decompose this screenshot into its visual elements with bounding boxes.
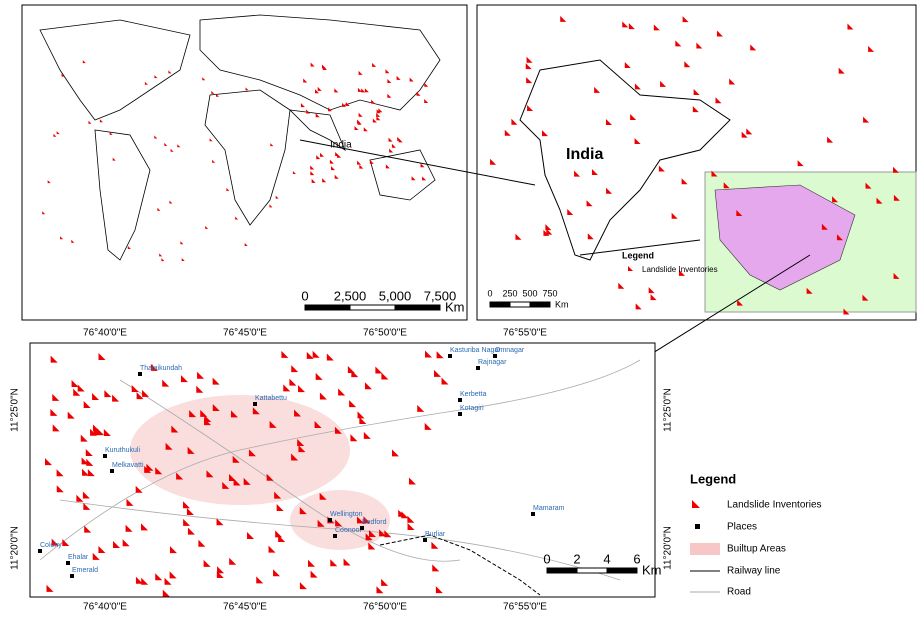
scale-label: 250 bbox=[502, 288, 517, 298]
place-label: India bbox=[330, 140, 352, 151]
place-label: Omnagar bbox=[495, 347, 525, 354]
figure: India02,5005,0007,500KmIndiaLegendLandsl… bbox=[0, 0, 918, 618]
india-label: India bbox=[566, 146, 603, 163]
place-marker bbox=[458, 398, 462, 402]
place-label: Kasturiba Nagar bbox=[450, 347, 501, 354]
place-label: Kattabettu bbox=[255, 395, 287, 402]
place-marker bbox=[531, 512, 535, 516]
place-label: Bedford bbox=[362, 519, 387, 526]
place-marker bbox=[360, 526, 364, 530]
place-label: Kuruthukuli bbox=[105, 447, 140, 454]
legend-item: Road bbox=[727, 587, 751, 598]
scale-label: 0 bbox=[487, 288, 492, 298]
scale-label: 750 bbox=[542, 288, 557, 298]
scale-label: 500 bbox=[522, 288, 537, 298]
place-label: Thalaikundah bbox=[140, 365, 182, 372]
legend-title: Legend bbox=[622, 250, 654, 260]
scale-label: 2 bbox=[573, 551, 580, 566]
legend-item: Places bbox=[727, 522, 757, 533]
place-label: Coonoor bbox=[335, 527, 363, 534]
longitude-label: 76°40'0"E bbox=[83, 328, 127, 339]
latitude-label: 11°25'0"N bbox=[663, 388, 674, 432]
latitude-label: 11°25'0"N bbox=[10, 388, 21, 432]
legend-item: Builtup Areas bbox=[727, 544, 786, 555]
place-label: Ehalar bbox=[68, 554, 89, 561]
scale-label: 5,000 bbox=[379, 288, 412, 303]
scale-unit: Km bbox=[445, 299, 465, 314]
scale-label: 6 bbox=[633, 551, 640, 566]
scale-unit: Km bbox=[642, 562, 662, 577]
place-label: Kotagiri bbox=[460, 405, 484, 412]
scale-label: 2,500 bbox=[334, 288, 367, 303]
longitude-label: 76°55'0"E bbox=[503, 602, 547, 613]
scale-bar-segment bbox=[607, 568, 637, 573]
place-label: Emerald bbox=[72, 567, 98, 574]
place-label: Wellington bbox=[330, 511, 363, 518]
world-map-frame bbox=[22, 5, 467, 320]
legend-symbol bbox=[695, 524, 700, 529]
legend-symbol bbox=[690, 543, 720, 555]
place-marker bbox=[138, 372, 142, 376]
place-marker bbox=[253, 402, 257, 406]
legend-item: Railway line bbox=[727, 566, 781, 577]
latitude-label: 11°20'0"N bbox=[10, 526, 21, 570]
place-marker bbox=[458, 412, 462, 416]
scale-bar-segment bbox=[490, 302, 510, 307]
place-marker bbox=[448, 354, 452, 358]
place-marker bbox=[476, 366, 480, 370]
place-marker bbox=[66, 561, 70, 565]
scale-bar-segment bbox=[530, 302, 550, 307]
scale-bar-segment bbox=[510, 302, 530, 307]
scale-bar-segment bbox=[395, 305, 440, 310]
longitude-label: 76°50'0"E bbox=[363, 602, 407, 613]
place-marker bbox=[493, 354, 497, 358]
scale-unit: Km bbox=[555, 299, 569, 309]
place-marker bbox=[423, 538, 427, 542]
latitude-label: 11°20'0"N bbox=[663, 526, 674, 570]
place-label: Colony bbox=[40, 542, 62, 549]
study-map-frame bbox=[30, 343, 655, 597]
longitude-label: 76°45'0"E bbox=[223, 602, 267, 613]
place-marker bbox=[328, 518, 332, 522]
longitude-label: 76°50'0"E bbox=[363, 328, 407, 339]
place-label: Rajnagar bbox=[478, 359, 507, 366]
place-marker bbox=[38, 549, 42, 553]
legend-item: Landslide Inventories bbox=[727, 500, 822, 511]
place-label: Kerbetta bbox=[460, 391, 487, 398]
legend-title: Legend bbox=[690, 471, 736, 486]
place-label: Burliar bbox=[425, 531, 446, 538]
longitude-label: 76°40'0"E bbox=[83, 602, 127, 613]
place-label: Melkavatti bbox=[112, 462, 144, 469]
place-marker bbox=[70, 574, 74, 578]
place-marker bbox=[103, 454, 107, 458]
place-marker bbox=[333, 534, 337, 538]
longitude-label: 76°45'0"E bbox=[223, 328, 267, 339]
scale-label: 0 bbox=[301, 288, 308, 303]
scale-bar-segment bbox=[577, 568, 607, 573]
scale-label: 4 bbox=[603, 551, 610, 566]
place-marker bbox=[110, 469, 114, 473]
place-label: Mamaram bbox=[533, 505, 565, 512]
scale-label: 0 bbox=[543, 551, 550, 566]
scale-bar-segment bbox=[350, 305, 395, 310]
legend-item: Landslide Inventories bbox=[642, 265, 718, 274]
scale-bar-segment bbox=[305, 305, 350, 310]
longitude-label: 76°55'0"E bbox=[503, 328, 547, 339]
scale-bar-segment bbox=[547, 568, 577, 573]
